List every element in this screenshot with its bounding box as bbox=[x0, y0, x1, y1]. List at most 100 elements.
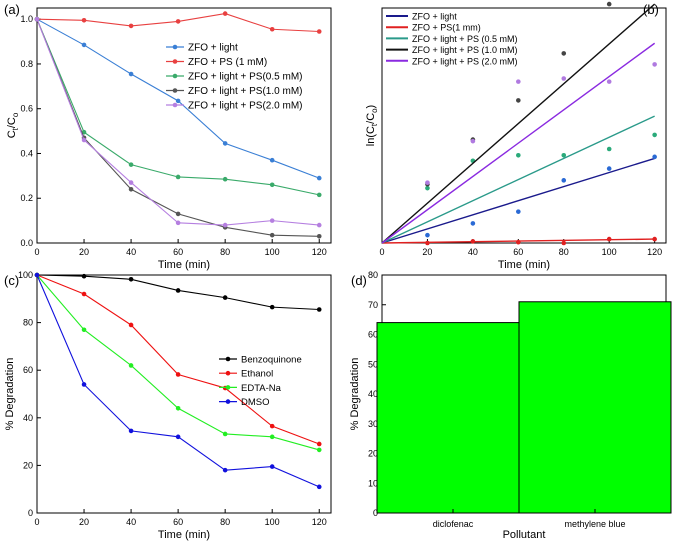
x-tick-label: 80 bbox=[220, 517, 230, 527]
data-point bbox=[222, 295, 228, 300]
data-point bbox=[34, 272, 40, 278]
legend-entry: EDTA-Na bbox=[241, 383, 282, 394]
axis-label-part: ) bbox=[365, 105, 377, 109]
legend-entry: ZFO + light + PS(0.5 mM) bbox=[188, 72, 302, 83]
y-axis-label: ln(Ct/Co) bbox=[365, 105, 379, 146]
panel-label: (a) bbox=[4, 2, 20, 17]
data-point bbox=[316, 447, 322, 453]
data-point bbox=[606, 236, 612, 242]
data-point bbox=[652, 62, 657, 67]
data-point bbox=[81, 129, 87, 135]
y-tick-label: 1.0 bbox=[20, 14, 33, 24]
data-point bbox=[81, 327, 87, 333]
legend-entry: ZFO + light + PS (2.0 mM) bbox=[412, 56, 518, 66]
data-point bbox=[516, 79, 521, 84]
legend-marker bbox=[225, 356, 231, 362]
data-point bbox=[269, 232, 275, 238]
data-point bbox=[425, 232, 430, 238]
legend-marker bbox=[172, 88, 178, 93]
data-point bbox=[128, 186, 134, 192]
chart-panel-b: (b) 0 20 40 60 80 100 120 Time (min) ln(Ct/Co) ZFO… bbox=[365, 1, 667, 271]
data-point bbox=[316, 29, 322, 34]
data-point bbox=[128, 276, 134, 282]
plot-frame bbox=[36, 274, 332, 514]
data-point bbox=[269, 182, 275, 188]
data-point bbox=[222, 222, 228, 228]
y-tick-label: 0.4 bbox=[20, 148, 33, 158]
x-tick-label: 80 bbox=[559, 247, 569, 257]
data-point bbox=[470, 138, 476, 144]
data-point bbox=[269, 218, 275, 223]
data-point bbox=[516, 209, 521, 214]
x-tick-label: 40 bbox=[468, 247, 478, 257]
legend-entry: ZFO + light + PS (0.5 mM) bbox=[412, 34, 518, 44]
x-tick-label: 100 bbox=[265, 247, 280, 257]
data-point bbox=[128, 180, 134, 185]
axis-label-subscript: o bbox=[11, 112, 20, 117]
x-tick-label: 60 bbox=[173, 517, 183, 527]
x-tick-label: 40 bbox=[126, 517, 136, 527]
axis-label-part: /C bbox=[365, 113, 377, 124]
y-tick-label: 0.6 bbox=[20, 104, 33, 114]
legend-marker bbox=[172, 102, 178, 108]
data-point bbox=[81, 382, 87, 387]
data-point bbox=[652, 132, 657, 138]
data-point bbox=[128, 322, 134, 328]
data-point bbox=[425, 180, 430, 185]
bar bbox=[518, 301, 672, 514]
fit-line bbox=[381, 115, 655, 244]
fit-line bbox=[381, 3, 656, 244]
x-tick-label: 120 bbox=[647, 247, 662, 257]
data-point bbox=[316, 233, 322, 239]
data-point bbox=[175, 98, 181, 104]
legend-marker bbox=[225, 399, 231, 404]
data-point bbox=[81, 18, 87, 23]
data-point bbox=[561, 76, 567, 81]
legend-entry: Benzoquinone bbox=[241, 355, 302, 366]
legend-marker bbox=[172, 44, 178, 50]
data-point bbox=[81, 273, 87, 279]
data-point bbox=[128, 363, 134, 368]
data-point bbox=[269, 26, 275, 32]
data-point bbox=[316, 175, 322, 181]
data-point bbox=[175, 405, 181, 411]
y-tick-label: 0.2 bbox=[20, 193, 33, 203]
axis-label-subscript: t bbox=[370, 123, 379, 126]
bar bbox=[376, 322, 530, 514]
fit-line bbox=[381, 42, 656, 244]
y-tick-label: 50 bbox=[368, 359, 378, 369]
data-point bbox=[269, 434, 275, 440]
data-point bbox=[606, 1, 612, 7]
legend-marker bbox=[225, 370, 231, 376]
data-point bbox=[81, 42, 87, 48]
axis-label-part: /C bbox=[6, 117, 18, 128]
y-tick-label: 60 bbox=[368, 330, 378, 340]
data-point bbox=[316, 441, 322, 447]
data-point bbox=[316, 484, 322, 490]
legend-marker bbox=[172, 59, 178, 64]
data-point bbox=[222, 176, 228, 182]
data-point bbox=[222, 11, 228, 16]
legend-entry: ZFO + light + PS (1.0 mM) bbox=[412, 45, 518, 55]
data-point bbox=[175, 211, 181, 217]
data-point bbox=[652, 154, 657, 160]
fit-line bbox=[381, 157, 655, 244]
x-tick-label: 40 bbox=[126, 247, 136, 257]
data-point bbox=[222, 467, 228, 473]
legend-entry: ZFO + light + PS(1.0 mM) bbox=[188, 86, 302, 97]
y-tick-label: 60 bbox=[23, 365, 33, 375]
data-point bbox=[561, 178, 567, 183]
plot-frame bbox=[381, 7, 667, 244]
data-point bbox=[34, 16, 40, 22]
y-tick-label: 40 bbox=[23, 413, 33, 423]
data-point bbox=[128, 71, 134, 77]
data-point bbox=[606, 166, 612, 171]
panel-label: (d) bbox=[351, 273, 367, 288]
legend-marker bbox=[172, 73, 178, 79]
legend-entry: ZFO + light bbox=[412, 12, 457, 22]
data-point bbox=[316, 192, 322, 198]
y-tick-label: 80 bbox=[368, 270, 378, 280]
plot-frame bbox=[36, 7, 332, 244]
data-point bbox=[652, 236, 657, 242]
